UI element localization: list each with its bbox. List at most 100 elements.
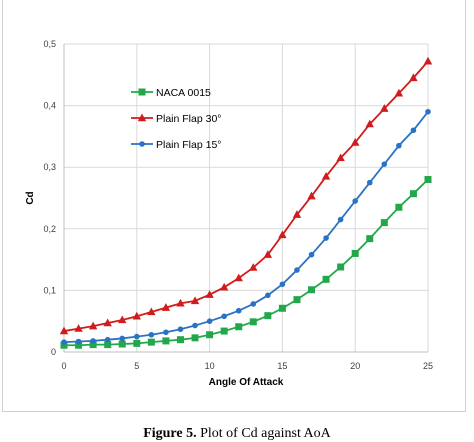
data-point-plain-flap-15 [410, 127, 417, 134]
legend-label-plain-flap-15: Plain Flap 15° [156, 139, 222, 151]
data-point-plain-flap-30 [380, 104, 389, 112]
data-point-plain-flap-30 [234, 273, 243, 282]
x-tick-label: 0 [61, 361, 66, 371]
data-point-naca-0015 [220, 327, 228, 335]
data-point-naca-0015 [278, 304, 286, 312]
y-tick-label: 0,2 [43, 224, 56, 234]
data-point-plain-flap-15 [134, 333, 140, 340]
data-point-plain-flap-30 [409, 73, 418, 82]
data-point-plain-flap-30 [74, 324, 83, 332]
data-point-plain-flap-15 [250, 301, 257, 307]
axes [63, 44, 428, 353]
legend-label-plain-flap-30: Plain Flap 30° [156, 113, 222, 125]
data-point-plain-flap-30 [205, 290, 214, 298]
data-point-plain-flap-30 [365, 119, 374, 128]
x-tick-label: 20 [350, 361, 360, 371]
x-tick-label: 15 [277, 361, 287, 371]
data-point-plain-flap-15 [192, 322, 198, 329]
data-point-plain-flap-15 [61, 339, 67, 345]
series-group [59, 56, 433, 349]
y-tick-label: 0,3 [43, 162, 56, 172]
data-point-naca-0015 [264, 312, 272, 320]
y-tick-label: 0,4 [43, 101, 56, 111]
y-tick-label: 0 [51, 347, 56, 357]
data-point-plain-flap-30 [59, 326, 69, 335]
data-point-plain-flap-15 [366, 179, 373, 186]
data-point-plain-flap-30 [161, 303, 171, 311]
tick-labels: 0 0,1 0,2 0,3 0,4 0,5 0 5 10 15 20 25 [43, 39, 433, 371]
data-point-naca-0015 [162, 337, 170, 345]
x-axis-title: Angle Of Attack [209, 377, 284, 388]
data-point-plain-flap-30 [103, 318, 112, 327]
legend-marker-plain-flap-15 [139, 141, 145, 147]
x-tick-label: 5 [134, 361, 139, 371]
caption-text: Plot of Cd against AoA [200, 426, 331, 441]
data-point-plain-flap-15 [90, 338, 96, 344]
data-point-naca-0015 [104, 341, 112, 349]
data-point-naca-0015 [351, 249, 359, 257]
data-point-naca-0015 [133, 339, 141, 347]
data-point-naca-0015 [60, 341, 68, 349]
data-point-plain-flap-15 [396, 142, 402, 149]
data-point-naca-0015 [409, 190, 417, 198]
data-point-plain-flap-15 [206, 318, 213, 325]
data-point-plain-flap-30 [249, 263, 258, 271]
data-point-plain-flap-15 [425, 108, 431, 115]
data-point-naca-0015 [176, 336, 184, 344]
data-point-plain-flap-30 [147, 307, 156, 316]
caption-label: Figure 5. [143, 426, 197, 441]
data-point-naca-0015 [235, 323, 243, 331]
data-point-plain-flap-15 [221, 313, 227, 320]
data-point-naca-0015 [308, 286, 316, 294]
data-point-plain-flap-15 [323, 235, 329, 241]
data-point-naca-0015 [147, 338, 155, 346]
legend-marker-plain-flap-30 [137, 113, 147, 122]
data-point-plain-flap-30 [336, 153, 345, 162]
data-point-plain-flap-30 [292, 210, 302, 218]
data-point-naca-0015 [337, 263, 345, 271]
data-point-naca-0015 [380, 219, 388, 227]
data-point-plain-flap-30 [219, 282, 229, 291]
data-point-plain-flap-30 [88, 321, 98, 330]
x-tick-label: 25 [423, 361, 433, 371]
data-point-naca-0015 [118, 340, 126, 348]
y-tick-label: 0,1 [43, 285, 56, 295]
legend: NACA 0015 Plain Flap 30° Plain Flap 15° [131, 87, 222, 151]
grid [63, 43, 429, 353]
data-point-plain-flap-15 [163, 329, 169, 336]
data-point-plain-flap-30 [263, 250, 273, 258]
data-point-plain-flap-30 [190, 296, 200, 305]
data-point-naca-0015 [89, 341, 97, 349]
data-point-plain-flap-15 [337, 216, 344, 223]
data-point-naca-0015 [366, 235, 374, 243]
data-point-plain-flap-15 [104, 336, 111, 343]
data-point-plain-flap-30 [118, 315, 127, 324]
data-point-plain-flap-15 [177, 326, 184, 333]
data-point-plain-flap-15 [279, 281, 286, 288]
data-point-plain-flap-30 [278, 230, 287, 239]
series-line-plain-flap-15 [63, 111, 429, 344]
legend-label-naca-0015: NACA 0015 [156, 87, 211, 99]
data-point-plain-flap-15 [352, 198, 359, 204]
data-point-plain-flap-30 [321, 171, 331, 180]
data-point-plain-flap-30 [132, 311, 141, 320]
figure-caption: Figure 5. Plot of Cd against AoA [0, 426, 474, 442]
data-point-plain-flap-15 [235, 307, 242, 314]
data-point-naca-0015 [424, 176, 432, 184]
data-point-naca-0015 [191, 334, 199, 342]
data-point-plain-flap-30 [351, 138, 360, 146]
data-point-naca-0015 [75, 341, 83, 349]
data-point-plain-flap-15 [308, 251, 315, 258]
legend-marker-naca-0015 [138, 88, 146, 96]
data-point-naca-0015 [249, 318, 257, 326]
data-point-plain-flap-15 [119, 335, 126, 342]
data-point-naca-0015 [395, 203, 403, 211]
x-tick-label: 10 [205, 361, 215, 371]
data-point-plain-flap-30 [176, 298, 185, 307]
data-point-naca-0015 [322, 275, 330, 283]
data-point-plain-flap-15 [381, 161, 388, 167]
data-point-plain-flap-30 [307, 191, 316, 200]
data-point-plain-flap-15 [148, 331, 155, 338]
data-point-plain-flap-15 [265, 292, 271, 299]
chart-frame: 0 0,1 0,2 0,3 0,4 0,5 0 5 10 15 20 25 NACA 0015 Plai… [2, 0, 466, 412]
